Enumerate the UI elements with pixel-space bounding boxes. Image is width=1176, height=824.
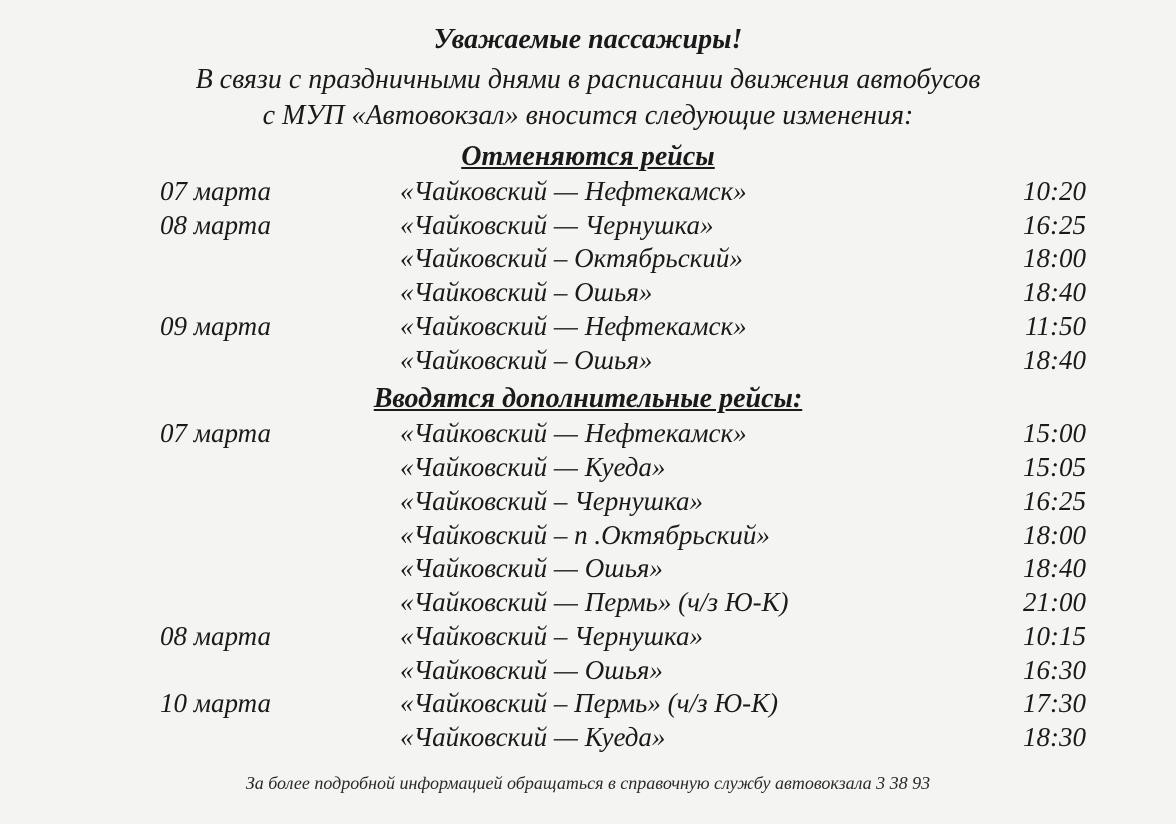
date-cell: 08 марта bbox=[160, 209, 340, 243]
time-cell: 18:40 bbox=[966, 344, 1126, 378]
route-cell: «Чайковский – п .Октябрьский» bbox=[340, 519, 966, 553]
footer-info: За более подробной информацией обращатьс… bbox=[50, 773, 1126, 794]
cancelled-row: 07 марта «Чайковский — Нефтекамск» 10:20 bbox=[50, 175, 1126, 209]
route-cell: «Чайковский – Пермь» (ч/з Ю-К) bbox=[340, 687, 966, 721]
cancelled-row: «Чайковский – Ошья» 18:40 bbox=[50, 344, 1126, 378]
added-row: «Чайковский — Пермь» (ч/з Ю-К) 21:00 bbox=[50, 586, 1126, 620]
notice-subtitle-line2: с МУП «Автовокзал» вносится следующие из… bbox=[50, 98, 1126, 134]
route-cell: «Чайковский — Нефтекамск» bbox=[340, 417, 966, 451]
time-cell: 10:15 bbox=[966, 620, 1126, 654]
route-cell: «Чайковский — Нефтекамск» bbox=[340, 175, 966, 209]
time-cell: 16:30 bbox=[966, 654, 1126, 688]
time-cell: 16:25 bbox=[966, 209, 1126, 243]
cancelled-section-title: Отменяются рейсы bbox=[50, 141, 1126, 173]
date-cell: 07 марта bbox=[160, 175, 340, 209]
time-cell: 17:30 bbox=[966, 687, 1126, 721]
notice-title: Уважаемые пассажиры! bbox=[50, 24, 1126, 56]
added-row: 07 марта «Чайковский — Нефтекамск» 15:00 bbox=[50, 417, 1126, 451]
time-cell: 11:50 bbox=[966, 310, 1126, 344]
route-cell: «Чайковский — Куеда» bbox=[340, 721, 966, 755]
date-cell: 08 марта bbox=[160, 620, 340, 654]
route-cell: «Чайковский — Ошья» bbox=[340, 552, 966, 586]
time-cell: 15:00 bbox=[966, 417, 1126, 451]
added-row: 10 марта «Чайковский – Пермь» (ч/з Ю-К) … bbox=[50, 687, 1126, 721]
cancelled-row: «Чайковский – Октябрьский» 18:00 bbox=[50, 242, 1126, 276]
cancelled-row: 09 марта «Чайковский — Нефтекамск» 11:50 bbox=[50, 310, 1126, 344]
route-cell: «Чайковский – Ошья» bbox=[340, 276, 966, 310]
added-row: «Чайковский — Куеда» 15:05 bbox=[50, 451, 1126, 485]
route-cell: «Чайковский – Октябрьский» bbox=[340, 242, 966, 276]
added-row: «Чайковский – Чернушка» 16:25 bbox=[50, 485, 1126, 519]
time-cell: 18:00 bbox=[966, 519, 1126, 553]
route-cell: «Чайковский – Чернушка» bbox=[340, 485, 966, 519]
time-cell: 16:25 bbox=[966, 485, 1126, 519]
added-row: 08 марта «Чайковский – Чернушка» 10:15 bbox=[50, 620, 1126, 654]
route-cell: «Чайковский – Ошья» bbox=[340, 344, 966, 378]
route-cell: «Чайковский – Чернушка» bbox=[340, 620, 966, 654]
notice-subtitle-line1: В связи с праздничными днями в расписани… bbox=[50, 62, 1126, 98]
cancelled-row: 08 марта «Чайковский — Чернушка» 16:25 bbox=[50, 209, 1126, 243]
time-cell: 21:00 bbox=[966, 586, 1126, 620]
added-section-title: Вводятся дополнительные рейсы: bbox=[50, 383, 1126, 415]
time-cell: 15:05 bbox=[966, 451, 1126, 485]
time-cell: 18:30 bbox=[966, 721, 1126, 755]
added-row: «Чайковский — Ошья» 16:30 bbox=[50, 654, 1126, 688]
date-cell: 09 марта bbox=[160, 310, 340, 344]
added-row: «Чайковский — Ошья» 18:40 bbox=[50, 552, 1126, 586]
added-row: «Чайковский — Куеда» 18:30 bbox=[50, 721, 1126, 755]
route-cell: «Чайковский — Чернушка» bbox=[340, 209, 966, 243]
route-cell: «Чайковский — Пермь» (ч/з Ю-К) bbox=[340, 586, 966, 620]
route-cell: «Чайковский — Куеда» bbox=[340, 451, 966, 485]
added-row: «Чайковский – п .Октябрьский» 18:00 bbox=[50, 519, 1126, 553]
route-cell: «Чайковский — Ошья» bbox=[340, 654, 966, 688]
time-cell: 18:40 bbox=[966, 552, 1126, 586]
date-cell: 07 марта bbox=[160, 417, 340, 451]
time-cell: 10:20 bbox=[966, 175, 1126, 209]
time-cell: 18:00 bbox=[966, 242, 1126, 276]
cancelled-row: «Чайковский – Ошья» 18:40 bbox=[50, 276, 1126, 310]
route-cell: «Чайковский — Нефтекамск» bbox=[340, 310, 966, 344]
date-cell: 10 марта bbox=[160, 687, 340, 721]
time-cell: 18:40 bbox=[966, 276, 1126, 310]
